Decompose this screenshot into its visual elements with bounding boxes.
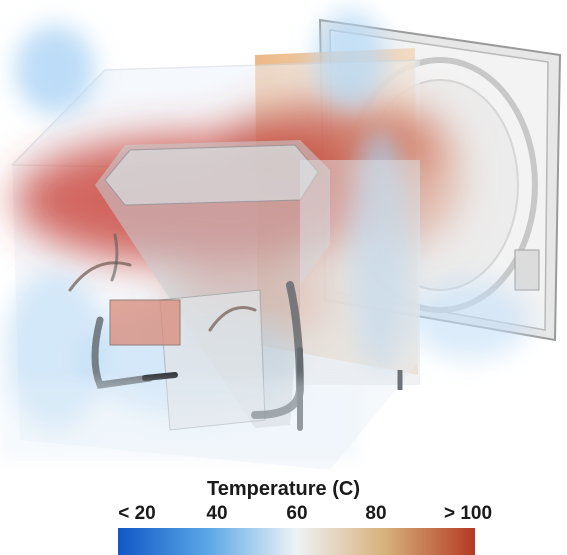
colorbar-tick-min: < 20 bbox=[118, 503, 156, 524]
colorbar-tick-60: 60 bbox=[286, 503, 308, 524]
thermal-simulation-render bbox=[0, 10, 562, 460]
temperature-colorbar bbox=[118, 528, 475, 555]
colorbar-tick-40: 40 bbox=[206, 503, 228, 524]
colorbar-title: Temperature (C) bbox=[207, 478, 360, 500]
colorbar-tick-max: > 100 bbox=[443, 503, 493, 524]
colorbar-tick-80: 80 bbox=[365, 503, 387, 524]
